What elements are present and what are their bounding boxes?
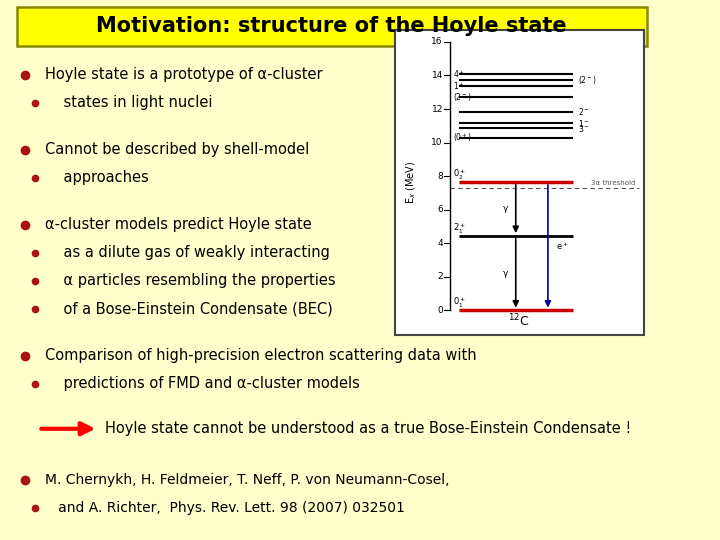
Text: Cannot be described by shell-model: Cannot be described by shell-model (45, 142, 310, 157)
Text: E$_x$ (MeV): E$_x$ (MeV) (405, 160, 418, 204)
Text: Comparison of high-precision electron scattering data with: Comparison of high-precision electron sc… (45, 348, 477, 363)
Text: (2$^-$): (2$^-$) (454, 91, 472, 103)
Text: M. Chernykh, H. Feldmeier, T. Neff, P. von Neumann-Cosel,: M. Chernykh, H. Feldmeier, T. Neff, P. v… (45, 473, 449, 487)
Text: of a Bose-Einstein Condensate (BEC): of a Bose-Einstein Condensate (BEC) (45, 301, 333, 316)
FancyBboxPatch shape (395, 30, 644, 335)
Text: 4$^+$: 4$^+$ (454, 68, 465, 80)
Text: 1$^+$: 1$^+$ (454, 80, 465, 92)
Text: Hoyle state is a prototype of α-cluster: Hoyle state is a prototype of α-cluster (45, 67, 323, 82)
Text: 14: 14 (431, 71, 443, 80)
Text: 1$^-$: 1$^-$ (578, 118, 590, 129)
Text: 16: 16 (431, 37, 443, 46)
Text: states in light nuclei: states in light nuclei (45, 95, 212, 110)
Text: 0$_1^+$: 0$_1^+$ (454, 296, 467, 310)
Text: α particles resembling the properties: α particles resembling the properties (45, 273, 336, 288)
Text: 6: 6 (437, 205, 443, 214)
Text: Motivation: structure of the Hoyle state: Motivation: structure of the Hoyle state (96, 16, 567, 37)
Text: as a dilute gas of weakly interacting: as a dilute gas of weakly interacting (45, 245, 330, 260)
Text: 0: 0 (437, 306, 443, 315)
Text: 2$^-$: 2$^-$ (578, 106, 590, 117)
Text: α-cluster models predict Hoyle state: α-cluster models predict Hoyle state (45, 217, 312, 232)
Text: 4: 4 (437, 239, 443, 248)
Text: 10: 10 (431, 138, 443, 147)
Text: approaches: approaches (45, 170, 149, 185)
Text: 3$^-$: 3$^-$ (578, 123, 590, 134)
Text: (2$^-$): (2$^-$) (578, 75, 598, 86)
Text: Hoyle state cannot be understood as a true Bose-Einstein Condensate !: Hoyle state cannot be understood as a tr… (105, 421, 631, 436)
Text: γ: γ (503, 268, 508, 278)
Text: 3α threshold: 3α threshold (591, 180, 635, 186)
Text: e$^+$: e$^+$ (556, 240, 569, 252)
Text: 2: 2 (437, 272, 443, 281)
Text: 8: 8 (437, 172, 443, 181)
FancyBboxPatch shape (17, 7, 647, 46)
Text: predictions of FMD and α-cluster models: predictions of FMD and α-cluster models (45, 376, 360, 392)
Text: (0$^+$): (0$^+$) (454, 131, 472, 144)
Text: 12: 12 (431, 105, 443, 113)
Text: 0$_2^+$: 0$_2^+$ (454, 168, 467, 182)
Text: $^{12}$C: $^{12}$C (508, 313, 530, 329)
Text: and A. Richter,  Phys. Rev. Lett. 98 (2007) 032501: and A. Richter, Phys. Rev. Lett. 98 (200… (45, 501, 405, 515)
Text: γ: γ (503, 205, 508, 213)
Text: 2$_1^+$: 2$_1^+$ (454, 222, 467, 236)
